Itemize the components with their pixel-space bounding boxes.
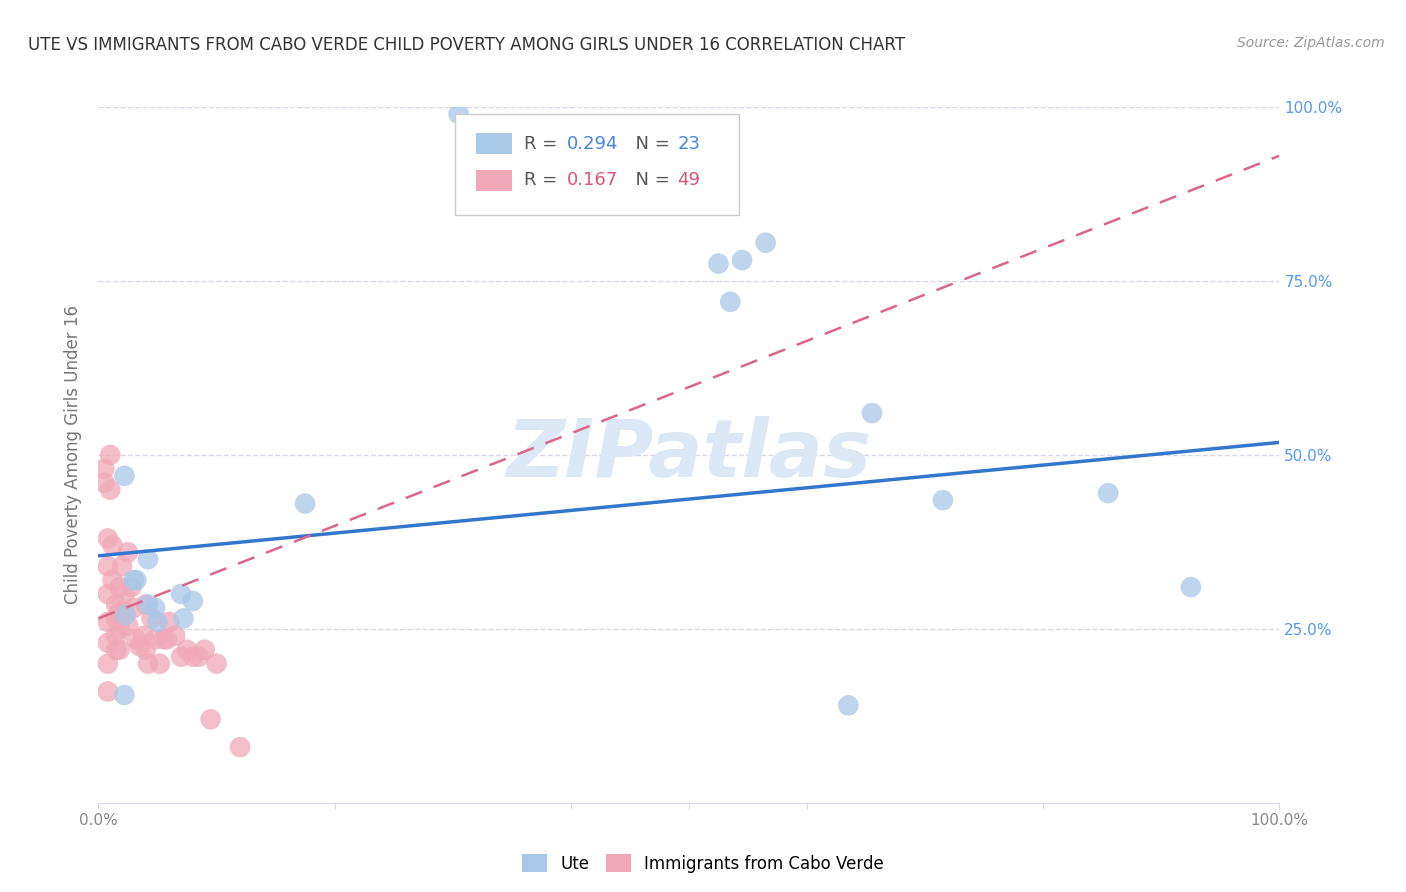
Text: 0.167: 0.167 (567, 171, 619, 189)
FancyBboxPatch shape (456, 114, 738, 215)
Point (146, 615, 169, 629)
Point (172, 611, 194, 625)
Point (97, 636, 120, 650)
Point (837, 698, 859, 713)
Text: 0.294: 0.294 (567, 135, 619, 153)
Point (112, 605, 135, 619)
Point (108, 642, 131, 657)
Point (122, 573, 145, 587)
Point (93, 475, 115, 490)
Point (205, 657, 228, 671)
Point (125, 632, 148, 647)
Point (152, 632, 174, 647)
Point (132, 629, 155, 643)
Text: ZIPatlas: ZIPatlas (506, 416, 872, 494)
Point (101, 573, 124, 587)
Point (229, 740, 252, 755)
Point (97, 615, 120, 629)
Point (97, 559, 120, 574)
Point (165, 629, 187, 643)
Point (176, 642, 198, 657)
Point (755, 235, 778, 250)
Point (105, 642, 128, 657)
Point (156, 632, 179, 647)
Text: Source: ZipAtlas.com: Source: ZipAtlas.com (1237, 36, 1385, 50)
Point (707, 257, 730, 271)
Point (136, 598, 159, 612)
Point (112, 468, 135, 483)
Point (170, 649, 193, 664)
Point (112, 587, 135, 601)
Point (101, 538, 124, 552)
Point (1097, 486, 1119, 500)
Point (136, 552, 159, 566)
Point (932, 493, 955, 508)
Point (97, 684, 120, 698)
Point (97, 587, 120, 601)
Y-axis label: Child Poverty Among Girls Under 16: Child Poverty Among Girls Under 16 (65, 305, 83, 605)
Text: R =: R = (523, 135, 562, 153)
Text: 23: 23 (678, 135, 700, 153)
Point (114, 607, 136, 622)
Point (108, 580, 131, 594)
Point (860, 406, 883, 420)
Point (294, 497, 316, 511)
Point (200, 712, 222, 726)
Bar (477, 169, 512, 191)
Point (135, 598, 157, 612)
Point (149, 657, 172, 671)
Bar (477, 134, 512, 154)
Point (136, 657, 159, 671)
Point (93, 462, 115, 476)
Point (141, 611, 163, 625)
Point (143, 601, 166, 615)
Point (731, 253, 754, 268)
Point (125, 573, 148, 587)
Point (112, 688, 135, 702)
Point (98, 448, 121, 462)
Point (170, 587, 193, 601)
Point (97, 532, 120, 546)
Point (718, 294, 741, 309)
Text: R =: R = (523, 171, 562, 189)
Point (105, 598, 128, 612)
Point (135, 642, 157, 657)
Point (121, 580, 143, 594)
Point (447, 107, 470, 121)
Point (194, 642, 217, 657)
Point (143, 632, 166, 647)
Point (181, 594, 204, 608)
Point (111, 559, 134, 574)
Point (187, 649, 209, 664)
Text: N =: N = (624, 171, 675, 189)
Point (97, 657, 120, 671)
Point (122, 601, 145, 615)
Point (98, 483, 121, 497)
Legend: Ute, Immigrants from Cabo Verde: Ute, Immigrants from Cabo Verde (515, 847, 891, 880)
Text: N =: N = (624, 135, 675, 153)
Point (181, 649, 204, 664)
Point (157, 615, 180, 629)
Text: 49: 49 (678, 171, 700, 189)
Point (1180, 580, 1202, 594)
Point (105, 611, 128, 625)
Point (117, 618, 139, 632)
Point (108, 605, 131, 619)
Point (128, 639, 150, 653)
Point (105, 629, 128, 643)
Point (117, 545, 139, 559)
Text: UTE VS IMMIGRANTS FROM CABO VERDE CHILD POVERTY AMONG GIRLS UNDER 16 CORRELATION: UTE VS IMMIGRANTS FROM CABO VERDE CHILD … (28, 36, 905, 54)
Point (108, 622, 131, 636)
